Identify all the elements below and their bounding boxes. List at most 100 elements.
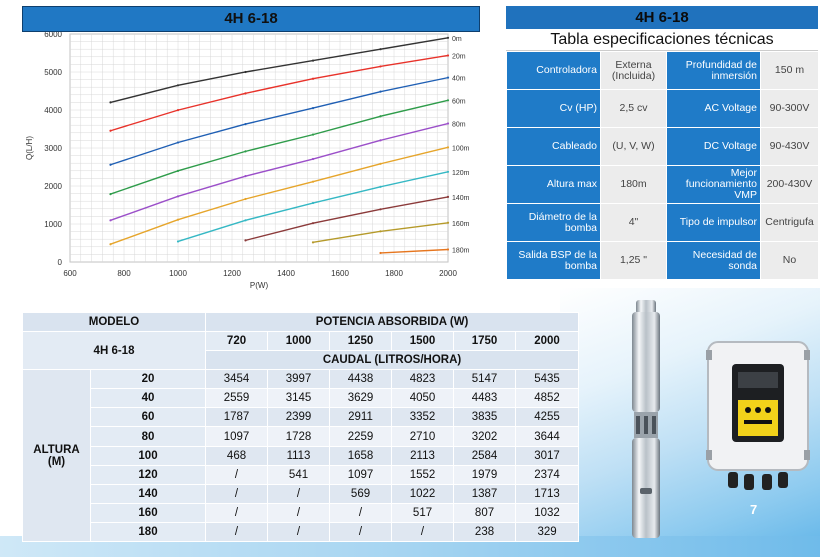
spec-value: 90-300V <box>760 89 819 128</box>
spec-title: 4H 6-18 <box>506 6 818 29</box>
flow-cell: 3017 <box>515 445 580 466</box>
model-name: 4H 6-18 <box>21 331 207 371</box>
series-point <box>311 59 315 62</box>
table-row: 160///517 807 1032 <box>23 502 580 523</box>
series-point <box>379 139 382 142</box>
y-tick-label: 6000 <box>44 30 62 39</box>
flow-cell: 1728 <box>267 426 331 447</box>
spec-label: Controladora <box>506 51 601 90</box>
series-point <box>109 243 112 246</box>
flow-cell: 3997 <box>267 369 331 390</box>
controller-image <box>706 341 810 490</box>
potencia-header: POTENCIA ABSORBIDA (W) <box>205 311 580 333</box>
y-tick-label: 0 <box>58 258 63 267</box>
flow-cell: / <box>205 502 269 523</box>
spec-label: Diámetro de la bomba <box>506 203 601 242</box>
series-point <box>311 133 315 136</box>
x-tick-label: 2000 <box>439 269 457 278</box>
power-col-header: 720 <box>205 331 269 352</box>
flow-cell: 4438 <box>329 369 393 390</box>
series-point <box>244 197 247 201</box>
flow-cell: / <box>267 483 331 504</box>
series-label: 0m <box>452 36 462 43</box>
flow-cell: 2710 <box>391 426 455 447</box>
spec-value: No <box>760 241 819 280</box>
series-point <box>109 101 112 104</box>
spec-label: Salida BSP de la bomba <box>506 241 601 280</box>
spec-label: Cv (HP) <box>506 89 601 128</box>
series-point <box>244 239 247 242</box>
table-row: 100 468 1113 1658 2113 2584 3017 <box>23 445 580 466</box>
series-line-140m <box>245 196 449 242</box>
series-point <box>311 107 315 110</box>
height-value: 60 <box>89 407 207 428</box>
x-tick-label: 800 <box>117 269 131 278</box>
height-value: 100 <box>89 445 207 466</box>
flow-cell: 4483 <box>453 388 517 409</box>
flow-cell: 807 <box>453 502 517 523</box>
series-label: 80m <box>452 122 466 129</box>
spec-table: Controladora Externa (Incluida) Profundida… <box>506 51 819 280</box>
flow-cell: 3202 <box>453 426 517 447</box>
flow-cell: 5147 <box>453 369 517 390</box>
series-line-0m <box>110 37 449 104</box>
series-point <box>379 65 382 68</box>
series-label: 140m <box>452 195 470 202</box>
series-point <box>379 230 382 233</box>
spec-value: 150 m <box>760 51 819 90</box>
y-tick-label: 1000 <box>44 220 62 229</box>
chart-title: 4H 6-18 <box>22 6 480 32</box>
series-point <box>446 195 450 199</box>
flow-cell: 569 <box>329 483 393 504</box>
flow-cell: 2399 <box>267 407 331 428</box>
series-point <box>244 70 247 74</box>
series-point <box>446 221 450 224</box>
series-label: 60m <box>452 98 466 105</box>
altura-unit: (M) <box>47 455 66 468</box>
series-line-80m <box>110 122 449 221</box>
y-tick-label: 4000 <box>44 106 62 115</box>
flow-cell: 238 <box>453 521 517 543</box>
series-point <box>176 240 180 243</box>
height-value: 180 <box>89 521 207 543</box>
series-point <box>379 208 382 211</box>
height-value: 140 <box>89 483 207 504</box>
y-tick-label: 3000 <box>44 144 62 153</box>
x-tick-label: 1000 <box>169 269 187 278</box>
flow-cell: / <box>391 521 455 543</box>
spec-label: Mejor funcionamiento VMP <box>666 165 761 204</box>
series-line-100m <box>110 146 449 245</box>
series-point <box>176 195 180 198</box>
spec-row: Controladora Externa (Incluida) Profundida… <box>506 51 819 90</box>
spec-value: 200-430V <box>760 165 819 204</box>
series-label: 40m <box>452 76 466 83</box>
spec-label: AC Voltage <box>666 89 761 128</box>
spec-label: DC Voltage <box>666 127 761 166</box>
power-col-header: 2000 <box>515 331 580 352</box>
series-label: 180m <box>452 247 470 254</box>
flow-cell: 2113 <box>391 445 455 466</box>
series-line-60m <box>110 99 449 195</box>
spec-label: Cableado <box>506 127 601 166</box>
series-point <box>176 169 180 172</box>
spec-row: Diámetro de la bomba 4" Tipo de impulsor Ce… <box>506 203 819 242</box>
series-point <box>109 129 112 132</box>
series-point <box>176 84 180 87</box>
flow-cell: 517 <box>391 502 455 523</box>
spec-value: 1,25 " <box>600 241 667 280</box>
series-label: 100m <box>452 145 470 152</box>
power-col-header: 1500 <box>391 331 455 352</box>
flow-cell: 329 <box>515 521 580 543</box>
x-tick-label: 1400 <box>277 269 295 278</box>
series-point <box>379 185 382 188</box>
flow-cell: / <box>205 483 269 504</box>
spec-subtitle: Tabla especificaciones técnicas <box>506 29 818 51</box>
flow-cell: 2559 <box>205 388 269 409</box>
spec-label: Tipo de impulsor <box>666 203 761 242</box>
table-row: 120/541 1097 1552 1979 2374 <box>23 464 580 485</box>
flow-cell: 3352 <box>391 407 455 428</box>
series-point <box>379 115 382 118</box>
spec-row: Altura max 180m Mejor funcionamiento VMP 20… <box>506 165 819 204</box>
flow-cell: 3644 <box>515 426 580 447</box>
power-col-header: 1000 <box>267 331 331 352</box>
